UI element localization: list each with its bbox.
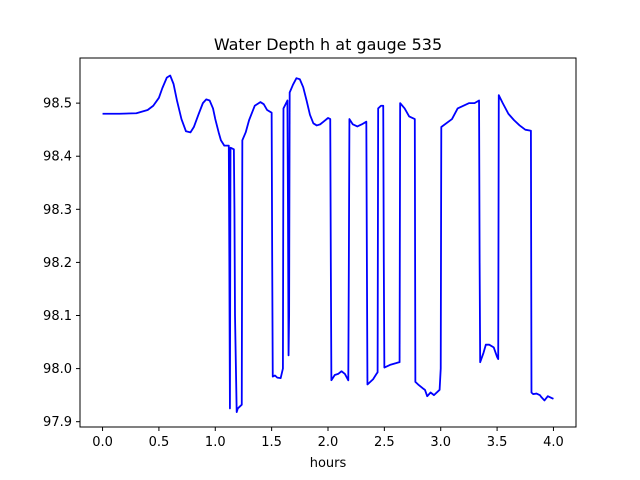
y-tick-label: 98.0 — [43, 362, 72, 377]
x-tick-label: 2.5 — [374, 435, 395, 450]
x-axis-label: hours — [310, 456, 347, 471]
y-tick-label: 98.1 — [43, 309, 72, 324]
x-axis: 0.0 0.5 1.0 1.5 2.0 2.5 3.0 3.5 4.0 — [92, 427, 564, 450]
x-tick-label: 2.0 — [318, 435, 339, 450]
y-tick-label: 98.4 — [43, 150, 72, 165]
x-tick-label: 4.0 — [543, 435, 564, 450]
y-tick-label: 98.5 — [43, 97, 72, 112]
series-line-0 — [102, 74, 554, 414]
y-tick-label: 97.9 — [43, 415, 72, 430]
x-tick-label: 3.0 — [430, 435, 451, 450]
y-tick-label: 98.3 — [43, 203, 72, 218]
x-tick-label: 1.5 — [261, 435, 282, 450]
y-axis: 97.9 98.0 98.1 98.2 98.3 98.4 98.5 — [43, 97, 80, 430]
x-tick-label: 0.5 — [149, 435, 170, 450]
x-tick-label: 1.0 — [205, 435, 226, 450]
chart-title: Water Depth h at gauge 535 — [214, 35, 442, 54]
y-tick-label: 98.2 — [43, 256, 72, 271]
x-tick-label: 0.0 — [92, 435, 113, 450]
x-tick-label: 3.5 — [487, 435, 508, 450]
data-layer — [102, 74, 554, 414]
